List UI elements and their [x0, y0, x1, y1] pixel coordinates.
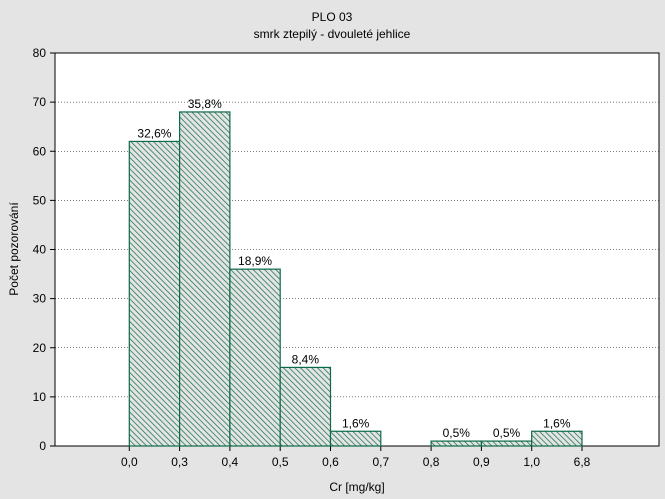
y-axis-label: Počet pozorování: [7, 202, 21, 296]
histogram-bar: [128, 140, 181, 447]
y-tick-label: 30: [33, 292, 47, 306]
y-tick-label: 20: [33, 341, 47, 355]
chart-title: PLO 03: [312, 10, 353, 24]
data-label: 0,5%: [443, 426, 471, 440]
y-tick-labels: 0 10 20 30 40 50 60 70 80: [33, 46, 47, 453]
y-tick-label: 60: [33, 144, 47, 158]
x-tick-label: 0,5: [272, 455, 289, 469]
data-label: 1,6%: [342, 416, 370, 430]
histogram-bar: [179, 111, 231, 447]
x-tick-label: 0,7: [372, 455, 389, 469]
grid-lines: [50, 52, 659, 451]
y-tick-label: 50: [33, 193, 47, 207]
x-tick-label: 0,6: [322, 455, 339, 469]
data-label: 0,5%: [493, 426, 521, 440]
data-label: 35,8%: [188, 97, 222, 111]
y-tick-label: 0: [39, 439, 46, 453]
data-label: 8,4%: [292, 352, 320, 366]
data-label: 18,9%: [238, 254, 272, 268]
x-axis-label: Cr [mg/kg]: [329, 480, 384, 494]
y-tick-label: 70: [33, 95, 47, 109]
x-tick-label: 6,8: [574, 455, 591, 469]
x-tick-labels: 0,0 0,3 0,4 0,5 0,6 0,7 0,8 0,9 1,0 6,8: [121, 455, 591, 469]
data-label: 1,6%: [543, 416, 571, 430]
x-tick-label: 0,3: [171, 455, 188, 469]
x-tick-label: 0,4: [222, 455, 239, 469]
chart-subtitle: smrk ztepilý - dvouleté jehlice: [254, 27, 411, 41]
x-tick-label: 0,9: [473, 455, 490, 469]
data-label: 32,6%: [137, 126, 171, 140]
x-tick-label: 1,0: [523, 455, 540, 469]
x-tick-label: 0,8: [423, 455, 440, 469]
y-tick-label: 10: [33, 390, 47, 404]
x-tick-label: 0,0: [121, 455, 138, 469]
y-tick-label: 40: [33, 243, 47, 257]
histogram-bar: [480, 440, 533, 447]
data-labels: 32,6% 35,8% 18,9% 8,4% 1,6% 0,5% 0,5% 1,6%: [137, 97, 570, 440]
bars: [128, 111, 583, 447]
y-tick-label: 80: [33, 46, 47, 60]
histogram-bar: [430, 440, 483, 447]
histogram-bar: [229, 268, 281, 447]
histogram-bar: [329, 430, 382, 447]
histogram-bar: [531, 430, 583, 447]
histogram-bar: [279, 366, 332, 447]
